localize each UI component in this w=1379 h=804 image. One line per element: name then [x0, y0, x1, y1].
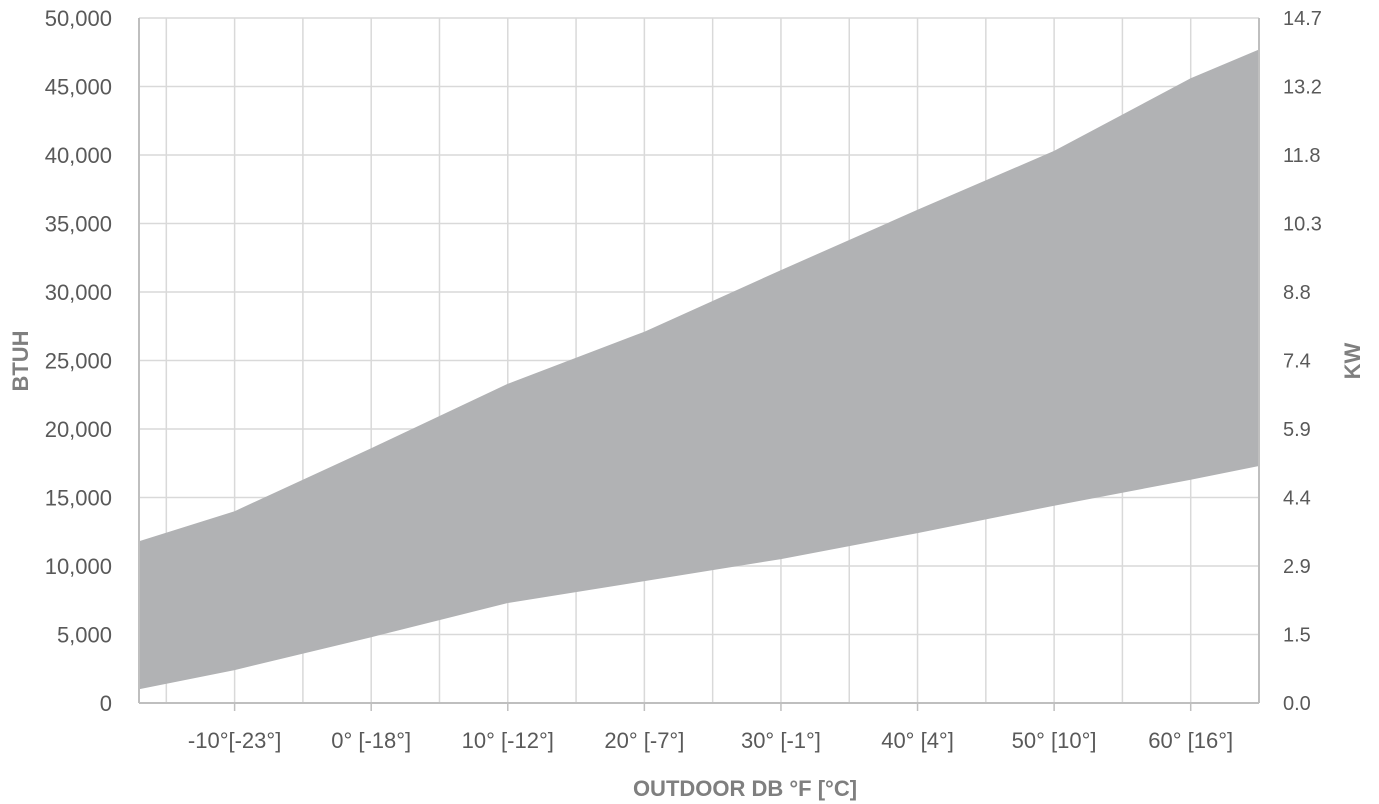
- x-tick-label: 30° [-1°]: [741, 728, 821, 753]
- y-tick-label: 30,000: [45, 280, 112, 305]
- y-tick-label: 20,000: [45, 417, 112, 442]
- y2-tick-label: 11.8: [1283, 145, 1320, 167]
- y-tick-label: 25,000: [45, 349, 112, 374]
- y2-tick-label: 0.0: [1283, 693, 1311, 715]
- x-tick-label: 0° [-18°]: [331, 728, 411, 753]
- y2-axis-title: KW: [1340, 342, 1365, 379]
- y2-tick-label: 10.3: [1283, 214, 1322, 236]
- y-tick-label: 35,000: [45, 212, 112, 237]
- x-tick-label: 40° [4°]: [881, 728, 954, 753]
- x-tick-label: -10°[-23°]: [188, 728, 281, 753]
- capacity-range-band: [139, 49, 1259, 690]
- x-axis-title: OUTDOOR DB °F [°C]: [633, 776, 857, 801]
- y-axis-left-ticks: 0 5,000 10,000 15,000 20,000 25,000 30,000 35,0…: [45, 6, 112, 716]
- y-tick-label: 40,000: [45, 143, 112, 168]
- y2-tick-label: 2.9: [1283, 556, 1311, 578]
- x-tick-label: 50° [10°]: [1012, 728, 1097, 753]
- y-tick-label: 10,000: [45, 554, 112, 579]
- y2-tick-label: 4.4: [1283, 488, 1311, 510]
- y2-tick-label: 13.2: [1283, 77, 1322, 99]
- x-axis-ticks: -10°[-23°] 0° [-18°] 10° [-12°] 20° [-7°] 30…: [188, 728, 1233, 753]
- y2-tick-label: 8.8: [1283, 282, 1311, 304]
- y-axis-right-ticks: 0.0 1.5 2.9 4.4 5.9 7.4 8.8 10.3 11.8 13.2 14.7: [1283, 8, 1322, 715]
- y2-tick-label: 14.7: [1283, 8, 1322, 30]
- x-tick-label: 20° [-7°]: [604, 728, 684, 753]
- x-tick-label: 10° [-12°]: [462, 728, 554, 753]
- y-tick-label: 50,000: [45, 6, 112, 31]
- y2-tick-label: 7.4: [1283, 351, 1311, 373]
- y-axis-title: BTUH: [8, 330, 33, 391]
- y-tick-label: 0: [100, 691, 112, 716]
- y2-tick-label: 5.9: [1283, 419, 1311, 441]
- capacity-area: [139, 49, 1259, 690]
- y2-tick-label: 1.5: [1283, 625, 1311, 647]
- x-tick-label: 60° [16°]: [1148, 728, 1233, 753]
- y-tick-label: 15,000: [45, 486, 112, 511]
- y-tick-label: 5,000: [57, 623, 112, 648]
- y-tick-label: 45,000: [45, 75, 112, 100]
- axes: [138, 18, 1260, 711]
